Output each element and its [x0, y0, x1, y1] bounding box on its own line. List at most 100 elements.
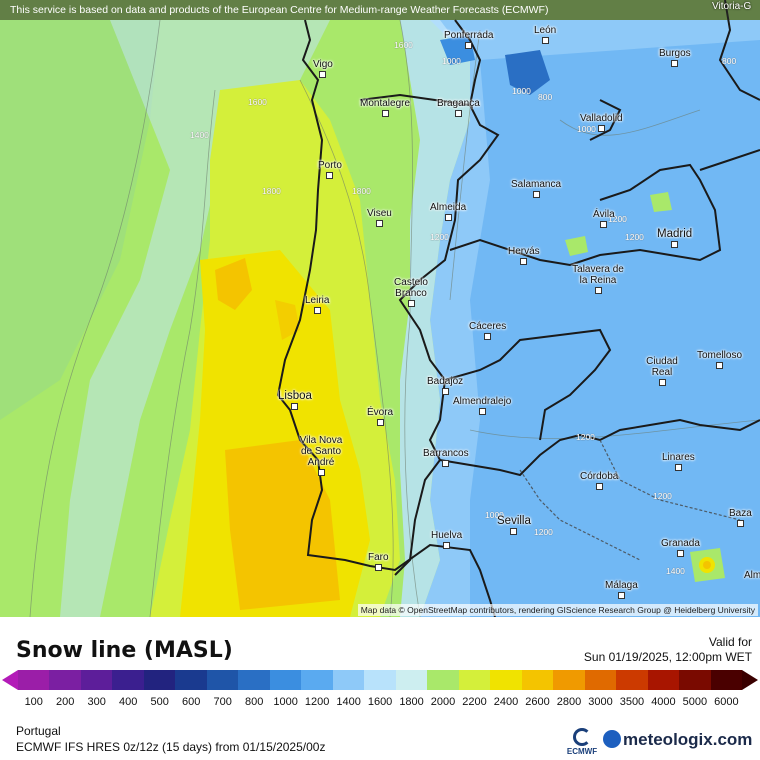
colorbar-tick-label: 2600 — [525, 696, 550, 708]
colorbar-tick-label: 300 — [87, 696, 106, 708]
region-label: Portugal — [16, 724, 61, 738]
colorbar-swatch — [175, 670, 207, 690]
contour-label: 1400 — [190, 130, 209, 140]
colorbar-swatch — [332, 670, 365, 690]
city-leon: León — [534, 25, 556, 44]
colorbar-swatch — [553, 670, 585, 690]
city-vigo: Vigo — [313, 59, 333, 78]
colorbar-tick-label: 2000 — [430, 696, 456, 708]
city-huelva: Huelva — [431, 530, 462, 549]
colorbar-tick-label: 4000 — [651, 696, 676, 708]
contour-label: 1000 — [442, 56, 461, 66]
contour-label: 1200 — [608, 214, 627, 224]
city-ponferrada: Ponferrada — [444, 30, 493, 49]
colorbar-swatch — [206, 670, 239, 690]
contour-label: 1200 — [576, 432, 595, 442]
colorbar-swatch — [18, 670, 50, 690]
snow-line-map[interactable]: This service is based on data and produc… — [0, 0, 760, 617]
city-cordoba: Córdoba — [580, 471, 618, 490]
city-porto: Porto — [318, 160, 342, 179]
contour-label: 800 — [538, 92, 553, 102]
colorbar-tick-label: 1400 — [336, 696, 361, 708]
colorbar-tick-label: 5000 — [682, 696, 708, 708]
city-label: Vitoria-G — [712, 1, 752, 12]
city-evora: Évora — [367, 407, 393, 426]
contour-label: 1400 — [666, 566, 685, 576]
colorbar-tick-label: 500 — [150, 696, 169, 708]
colorbar-tick-label: 3500 — [619, 696, 645, 708]
contour-label: 800 — [722, 56, 737, 66]
meteologix-logo[interactable]: meteologix.com — [603, 730, 752, 750]
city-lisboa: Lisboa — [278, 390, 312, 410]
colorbar-tick-label: 600 — [181, 696, 201, 708]
city-sevilla: Sevilla — [497, 515, 531, 535]
colorbar-swatch — [584, 670, 617, 690]
model-info: ECMWF IFS HRES 0z/12z (15 days) from 01/… — [16, 740, 326, 754]
colorbar-swatch — [679, 670, 711, 690]
colorbar-tick-label: 1000 — [273, 696, 298, 708]
city-montalegre: Montalegre — [360, 98, 410, 117]
colorbar-swatch — [301, 670, 333, 690]
city-malaga: Málaga — [605, 580, 638, 599]
colorbar-tick-label: 1600 — [367, 696, 393, 708]
ecmwf-logo-text: ECMWF — [566, 747, 598, 756]
contour-label: 1600 — [248, 97, 267, 107]
colorbar-swatch — [647, 670, 680, 690]
city-hervas: Hervás — [508, 246, 540, 265]
map-attribution[interactable]: Map data © OpenStreetMap contributors, r… — [357, 604, 758, 616]
valid-label: Valid for — [708, 635, 752, 649]
valid-time: Valid for Sun 01/19/2025, 12:00pm WET — [584, 635, 752, 665]
contour-label: 1600 — [394, 40, 413, 50]
colorbar-swatch — [395, 670, 428, 690]
city-madrid: Madrid — [657, 228, 692, 248]
colorbar-swatch — [49, 670, 81, 690]
city-alm: Alm — [744, 570, 760, 581]
colorbar-swatch — [238, 670, 270, 690]
city-valladolid: Valladolid — [580, 113, 623, 132]
contour-label: 1200 — [534, 527, 553, 537]
map-canvas — [0, 0, 760, 617]
colorbar-swatch — [80, 670, 113, 690]
city-leiria: Leiria — [305, 295, 329, 314]
ecmwf-logo[interactable]: ECMWF — [562, 728, 602, 756]
colorbar-high-arrow — [742, 670, 758, 690]
contour-label: 1200 — [625, 232, 644, 242]
colorbar-swatch — [112, 670, 144, 690]
contour-label: 1000 — [485, 510, 504, 520]
colorbar-tick-label: 100 — [24, 696, 43, 708]
legend-title: Snow line (MASL) — [16, 638, 233, 663]
contour-label: 1000 — [577, 124, 596, 134]
city-salamanca: Salamanca — [511, 179, 561, 198]
contour-label: 1000 — [512, 86, 531, 96]
city-baza: Baza — [729, 508, 752, 527]
colorbar-tick-label: 2200 — [462, 696, 487, 708]
ecmwf-disclaimer: This service is based on data and produc… — [0, 0, 760, 20]
city-viseu: Viseu — [367, 208, 392, 227]
city-vila-nova-de-santo-andre: Vila Nova de Santo André — [296, 435, 346, 476]
colorbar-tick-label: 800 — [244, 696, 264, 708]
valid-time-value: Sun 01/19/2025, 12:00pm WET — [583, 650, 752, 664]
city-almendralejo: Almendralejo — [453, 396, 511, 415]
colorbar-tick-label: 2800 — [556, 696, 582, 708]
city-tomelloso: Tomelloso — [697, 350, 742, 369]
colorbar-swatch — [143, 670, 176, 690]
city-talavera: Talavera de la Reina — [568, 264, 628, 294]
city-badajoz: Badajoz — [427, 376, 463, 395]
city-caceres: Cáceres — [469, 321, 506, 340]
colorbar-swatch — [427, 670, 459, 690]
city-barrancos: Barrancos — [423, 448, 469, 467]
city-burgos: Burgos — [659, 48, 691, 67]
city-avila: Ávila — [593, 209, 615, 228]
city-almeida: Almeida — [430, 202, 466, 221]
colorbar-tick-label: 1200 — [304, 696, 330, 708]
city-castelo-branco: Castelo Branco — [389, 277, 433, 307]
city-braganca: Bragança — [437, 98, 480, 117]
city-faro: Faro — [368, 552, 389, 571]
colorbar-swatch — [490, 670, 522, 690]
colorbar-tick-label: 400 — [119, 696, 138, 708]
colorbar-swatch — [269, 670, 302, 690]
contour-label: 1200 — [430, 232, 449, 242]
city-ciudad-real: Ciudad Real — [640, 356, 684, 386]
colorbar-tick-label: 3000 — [588, 696, 613, 708]
colorbar-swatch — [616, 670, 648, 690]
